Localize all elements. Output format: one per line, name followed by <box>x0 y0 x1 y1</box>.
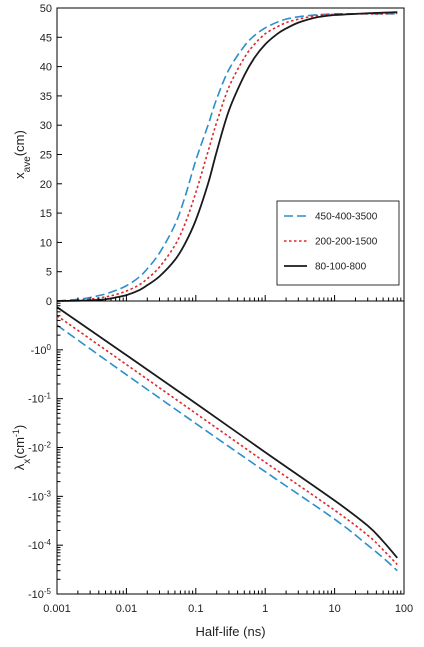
lambda-y-tick-exp: -1 <box>44 391 52 400</box>
x-tick-label: 0.1 <box>188 603 203 615</box>
xave-y-tick-label: 5 <box>46 267 52 279</box>
lambda-y-tick-exp: 0 <box>47 342 52 351</box>
xave-y-tick-label: 30 <box>40 120 52 132</box>
lambda-y-tick-base: -10 <box>31 345 47 357</box>
legend-entry-label: 80-100-800 <box>315 262 367 273</box>
xave-y-tick-label: 15 <box>40 208 52 220</box>
xave-y-tick-label: 40 <box>40 62 52 74</box>
lambda-x-ticks: 0.001 0.01 0.1 1 10 100 <box>43 588 413 615</box>
lambda-y-tick-exp: -4 <box>44 538 52 547</box>
x-tick-label: 0.001 <box>43 603 71 615</box>
lambda-y-title-main: λ <box>12 463 27 470</box>
lambda-series-450-400-3500-line <box>56 324 398 572</box>
lambda-y-title-close: ) <box>12 425 27 429</box>
lambda-y-tick-exp: -3 <box>44 489 52 498</box>
lambda-y-tick-base: -10 <box>28 589 44 601</box>
lambda-y-ticks: -100-10-1-10-2-10-3-10-4-10-5 <box>28 302 63 602</box>
lambda-y-tick-label: -10-1 <box>28 391 52 406</box>
x-axis-title: Half-life (ns) <box>195 624 265 639</box>
legend: 450-400-3500 200-200-1500 80-100-800 <box>276 200 400 286</box>
lambda-y-axis-title: λx(cm-1) <box>11 425 33 471</box>
xave-panel: 0 5 10 15 20 25 30 35 40 45 50 xave(cm) 450-400-35… <box>12 3 405 308</box>
legend-entry-label: 200-200-1500 <box>315 237 378 248</box>
xave-series-200-200-1500-line <box>56 12 398 302</box>
legend-box <box>276 200 400 286</box>
xave-y-title-main: x <box>12 172 27 179</box>
x-tick-label: 1 <box>262 603 268 615</box>
x-tick-label: 100 <box>395 603 413 615</box>
xave-y-axis-title: xave(cm) <box>12 130 33 179</box>
xave-y-tick-label: 35 <box>40 91 52 103</box>
lambda-y-tick-base: -10 <box>28 491 44 503</box>
xave-x-ticks <box>56 295 405 301</box>
xave-y-title-unit: (cm) <box>12 130 27 156</box>
xave-y-ticks: 0 5 10 15 20 25 30 35 40 45 50 <box>40 3 62 308</box>
lambda-y-tick-base: -10 <box>28 394 44 406</box>
lambda-panel: -100-10-1-10-2-10-3-10-4-10-5 0.001 0.01 0… <box>11 300 413 615</box>
lambda-y-tick-label: -10-5 <box>28 587 52 602</box>
lambda-y-tick-base: -10 <box>28 540 44 552</box>
x-tick-label: 10 <box>328 603 340 615</box>
lambda-y-tick-label: -10-2 <box>28 440 52 455</box>
xave-y-tick-label: 0 <box>46 296 52 308</box>
xave-y-tick-label: 10 <box>40 237 52 249</box>
lambda-y-tick-label: -100 <box>31 342 52 357</box>
lambda-series-200-200-1500-line <box>56 315 398 566</box>
lambda-y-tick-exp: -2 <box>44 440 52 449</box>
lambda-y-title-unit: (cm <box>12 437 27 459</box>
legend-entry-label: 450-400-3500 <box>315 212 378 223</box>
xave-series-group <box>56 11 398 302</box>
xave-y-tick-label: 25 <box>40 150 52 162</box>
lambda-y-tick-base: -10 <box>28 443 44 455</box>
lambda-series-group <box>56 306 398 572</box>
xave-y-tick-label: 50 <box>40 3 52 15</box>
lambda-y-title-sup: -1 <box>11 429 21 437</box>
xave-series-80-100-800-line <box>56 11 398 302</box>
xave-y-tick-label: 20 <box>40 179 52 191</box>
lambda-y-title-sub: x <box>22 459 33 464</box>
xave-y-title-sub: ave <box>22 156 33 173</box>
lambda-y-tick-exp: -5 <box>44 587 52 596</box>
xave-series-450-400-3500-line <box>56 13 398 302</box>
lambda-y-tick-label: -10-3 <box>28 489 52 504</box>
x-tick-label: 0.01 <box>116 603 137 615</box>
lambda-y-tick-label: -10-4 <box>28 538 52 553</box>
xave-y-tick-label: 45 <box>40 32 52 44</box>
lambda-series-80-100-800-line <box>56 306 398 559</box>
